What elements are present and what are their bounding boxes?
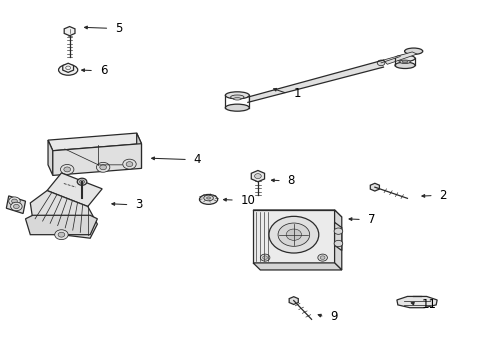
Polygon shape bbox=[6, 196, 25, 213]
Text: 1: 1 bbox=[293, 87, 300, 100]
Circle shape bbox=[254, 174, 261, 179]
Circle shape bbox=[260, 254, 269, 261]
Circle shape bbox=[100, 165, 106, 170]
Text: 5: 5 bbox=[115, 22, 122, 35]
Circle shape bbox=[65, 66, 70, 69]
Circle shape bbox=[55, 230, 68, 240]
Polygon shape bbox=[253, 210, 341, 217]
Text: 9: 9 bbox=[329, 310, 337, 323]
Ellipse shape bbox=[59, 65, 78, 75]
Circle shape bbox=[317, 254, 327, 261]
Polygon shape bbox=[25, 215, 97, 235]
Text: 3: 3 bbox=[135, 198, 142, 211]
Text: 2: 2 bbox=[439, 189, 446, 202]
Text: 7: 7 bbox=[367, 213, 374, 226]
Polygon shape bbox=[288, 297, 298, 305]
Polygon shape bbox=[247, 60, 383, 102]
Ellipse shape bbox=[206, 197, 210, 199]
Circle shape bbox=[9, 197, 20, 206]
Ellipse shape bbox=[404, 48, 422, 54]
Ellipse shape bbox=[199, 194, 217, 204]
Polygon shape bbox=[62, 63, 73, 72]
Ellipse shape bbox=[394, 62, 414, 68]
Circle shape bbox=[12, 199, 17, 203]
Polygon shape bbox=[48, 133, 141, 151]
Circle shape bbox=[11, 202, 22, 211]
Ellipse shape bbox=[394, 55, 414, 62]
Circle shape bbox=[262, 256, 267, 259]
Text: 11: 11 bbox=[421, 298, 436, 311]
Circle shape bbox=[64, 167, 70, 172]
Text: 4: 4 bbox=[193, 153, 201, 166]
Ellipse shape bbox=[225, 104, 249, 111]
Circle shape bbox=[333, 228, 342, 234]
Polygon shape bbox=[53, 144, 141, 175]
Polygon shape bbox=[253, 210, 334, 263]
Circle shape bbox=[96, 162, 110, 172]
Polygon shape bbox=[47, 173, 102, 207]
Ellipse shape bbox=[225, 92, 249, 99]
Polygon shape bbox=[30, 190, 97, 238]
Ellipse shape bbox=[203, 195, 213, 201]
Circle shape bbox=[80, 180, 84, 184]
Polygon shape bbox=[64, 27, 75, 36]
Polygon shape bbox=[48, 140, 53, 175]
Circle shape bbox=[285, 229, 301, 240]
Polygon shape bbox=[334, 222, 341, 251]
Polygon shape bbox=[137, 133, 141, 168]
Polygon shape bbox=[383, 52, 416, 64]
Polygon shape bbox=[369, 183, 379, 191]
Polygon shape bbox=[334, 210, 341, 270]
Circle shape bbox=[122, 159, 136, 169]
Circle shape bbox=[268, 216, 318, 253]
Circle shape bbox=[333, 240, 342, 247]
Polygon shape bbox=[251, 171, 264, 182]
Text: 10: 10 bbox=[240, 194, 255, 207]
Circle shape bbox=[376, 60, 384, 66]
Circle shape bbox=[77, 178, 87, 185]
Circle shape bbox=[278, 223, 309, 246]
Ellipse shape bbox=[233, 98, 241, 100]
Ellipse shape bbox=[230, 95, 244, 99]
Text: 6: 6 bbox=[100, 64, 107, 77]
Circle shape bbox=[61, 165, 74, 174]
Circle shape bbox=[320, 256, 325, 259]
Circle shape bbox=[58, 232, 64, 237]
Text: 8: 8 bbox=[287, 174, 294, 187]
Polygon shape bbox=[396, 296, 436, 308]
Polygon shape bbox=[253, 263, 341, 270]
Ellipse shape bbox=[401, 61, 407, 63]
Circle shape bbox=[14, 204, 19, 208]
Circle shape bbox=[126, 162, 133, 167]
Ellipse shape bbox=[399, 60, 409, 64]
